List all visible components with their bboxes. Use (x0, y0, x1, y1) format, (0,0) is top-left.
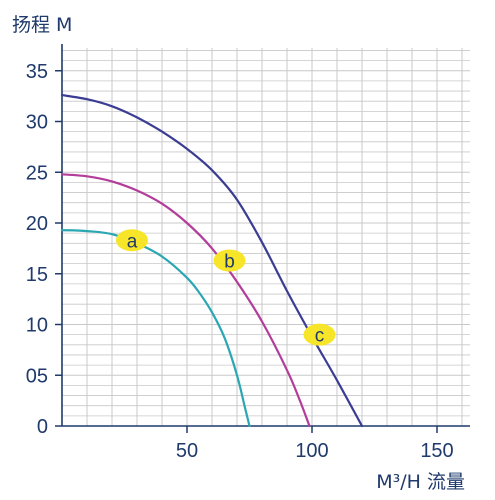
grid (62, 48, 470, 426)
y-tick-label: 30 (26, 112, 48, 134)
ticks: 0 05 10 15 20 25 30 35 50 100 150 (26, 61, 454, 462)
series-label-c: c (315, 326, 325, 347)
y-axis-title: 扬程 M (12, 14, 72, 36)
series-line-b (60, 173, 311, 428)
y-tick-label: 10 (26, 315, 48, 337)
x-axis-title: M³/H 流量 (376, 471, 465, 493)
y-tick-label: 05 (26, 365, 48, 387)
x-tick-label: 50 (176, 440, 198, 462)
axes (61, 44, 470, 427)
series-label-marker-b (213, 249, 246, 272)
x-tick-label: 100 (295, 440, 328, 462)
series-label-a: a (127, 231, 138, 252)
y-tick-label: 20 (26, 213, 48, 235)
x-tick-label: 150 (420, 440, 453, 462)
y-tick-label: 0 (37, 416, 48, 438)
series-line-a (60, 229, 251, 428)
y-tick-label: 25 (26, 162, 48, 184)
curves: a b c (60, 94, 364, 428)
series-label-b: b (224, 252, 235, 273)
y-tick-label: 35 (26, 61, 48, 83)
y-tick-label: 15 (26, 264, 48, 286)
series-label-marker-c (303, 323, 336, 346)
series-label-marker-a (116, 229, 148, 252)
